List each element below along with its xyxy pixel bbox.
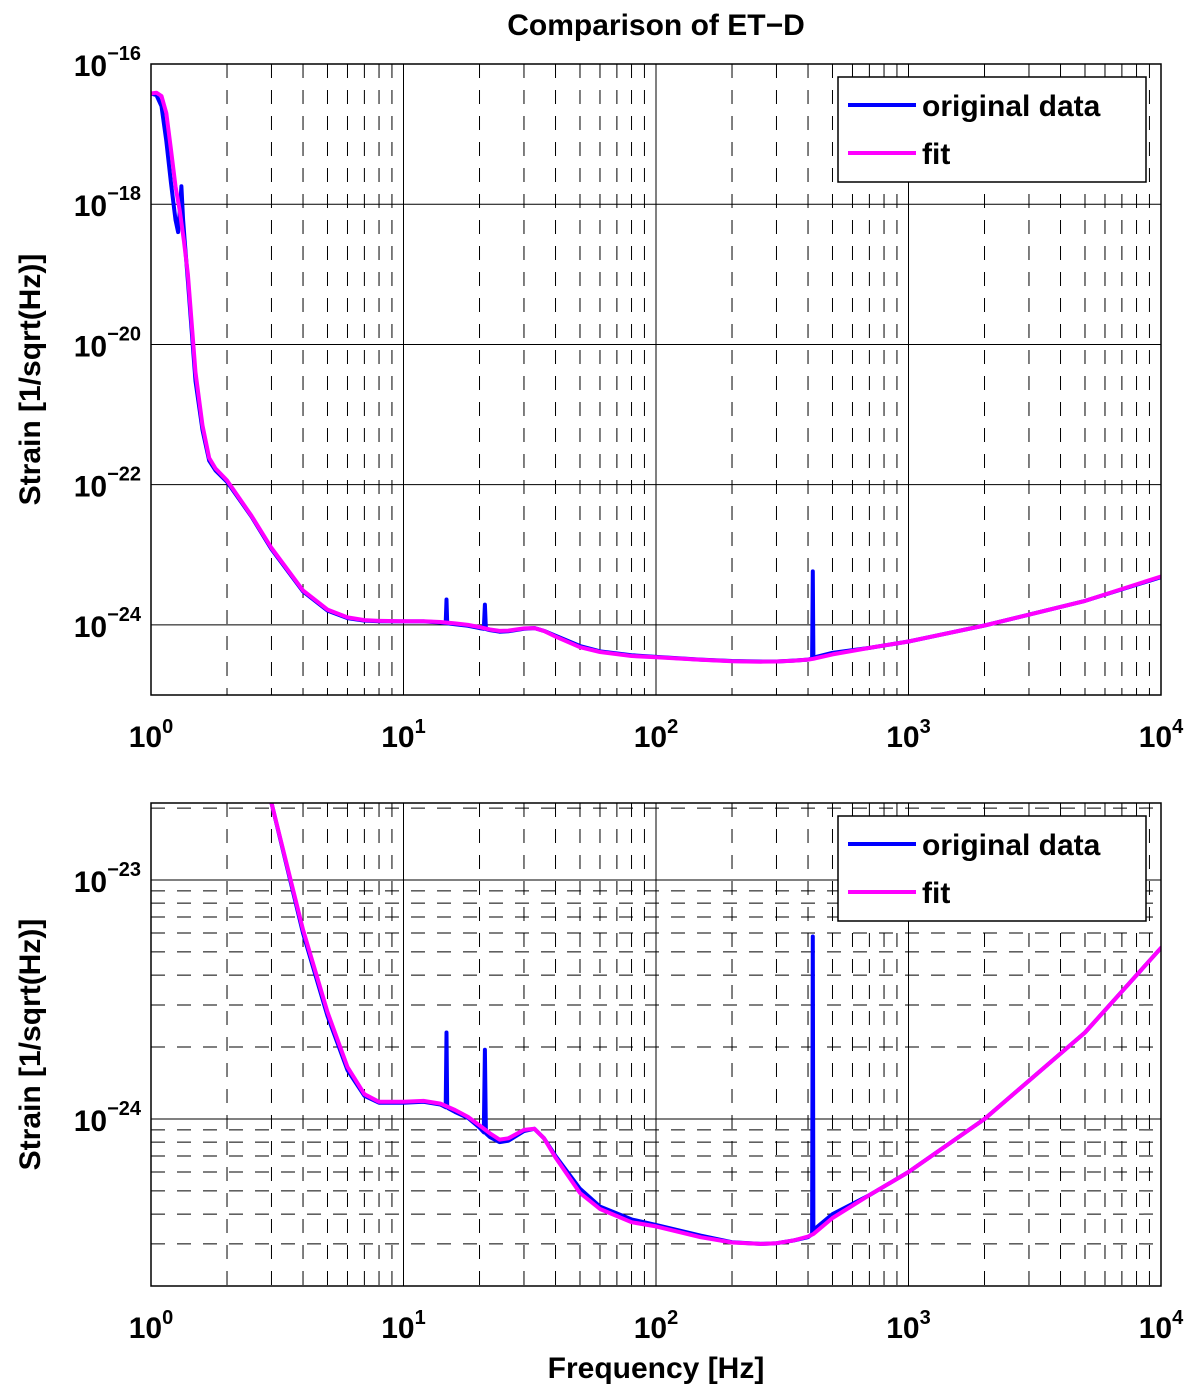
- x-tick-label: 103: [886, 1307, 931, 1345]
- y-axis-label: Strain [1/sqrt(Hz)]: [14, 919, 47, 1171]
- series-group: [269, 803, 1161, 1246]
- x-tick-label: 104: [1139, 716, 1184, 754]
- x-tick-label: 102: [634, 716, 679, 754]
- legend-label: fit: [922, 138, 950, 171]
- figure-title: Comparison of ET−D: [507, 9, 805, 42]
- y-tick-label: 10−22: [74, 464, 141, 504]
- x-tick-label: 101: [381, 716, 426, 754]
- y-tick-label: 10−18: [74, 183, 141, 223]
- x-tick-label: 100: [129, 716, 174, 754]
- legend-label: fit: [922, 877, 950, 910]
- legend: original data fit: [837, 815, 1147, 922]
- series-line-fit: [269, 803, 1161, 1246]
- panel-top: 100 101 102 103 104 10−24 10−22 10−20 10−18 10−16…: [14, 43, 1184, 754]
- x-tick-label: 101: [381, 1307, 426, 1345]
- legend: original data fit: [837, 76, 1147, 183]
- legend-box: [837, 76, 1147, 183]
- panel-bottom: 100 101 102 103 104 10−24 10−23 Strain [1/sqrt(…: [14, 802, 1184, 1345]
- y-tick-label: 10−20: [74, 323, 141, 363]
- x-tick-label: 100: [129, 1307, 174, 1345]
- y-tick-label: 10−23: [74, 859, 141, 899]
- legend-box: [837, 815, 1147, 922]
- legend-label: original data: [922, 90, 1101, 123]
- x-tick-label: 102: [634, 1307, 679, 1345]
- y-tick-label: 10−24: [74, 1098, 142, 1138]
- y-tick-label: 10−16: [74, 43, 141, 83]
- series-line-fit: [151, 90, 1161, 664]
- y-axis-label: Strain [1/sqrt(Hz)]: [14, 254, 47, 506]
- axes-frame: [150, 63, 1162, 696]
- series-group: [151, 90, 1161, 664]
- axes-frame: [150, 802, 1162, 1287]
- grid: [150, 63, 1161, 695]
- y-tick-label: 10−24: [74, 604, 142, 644]
- legend-label: original data: [922, 829, 1101, 862]
- x-tick-label: 103: [886, 716, 931, 754]
- x-tick-label: 104: [1139, 1307, 1184, 1345]
- x-axis-label: Frequency [Hz]: [548, 1352, 765, 1385]
